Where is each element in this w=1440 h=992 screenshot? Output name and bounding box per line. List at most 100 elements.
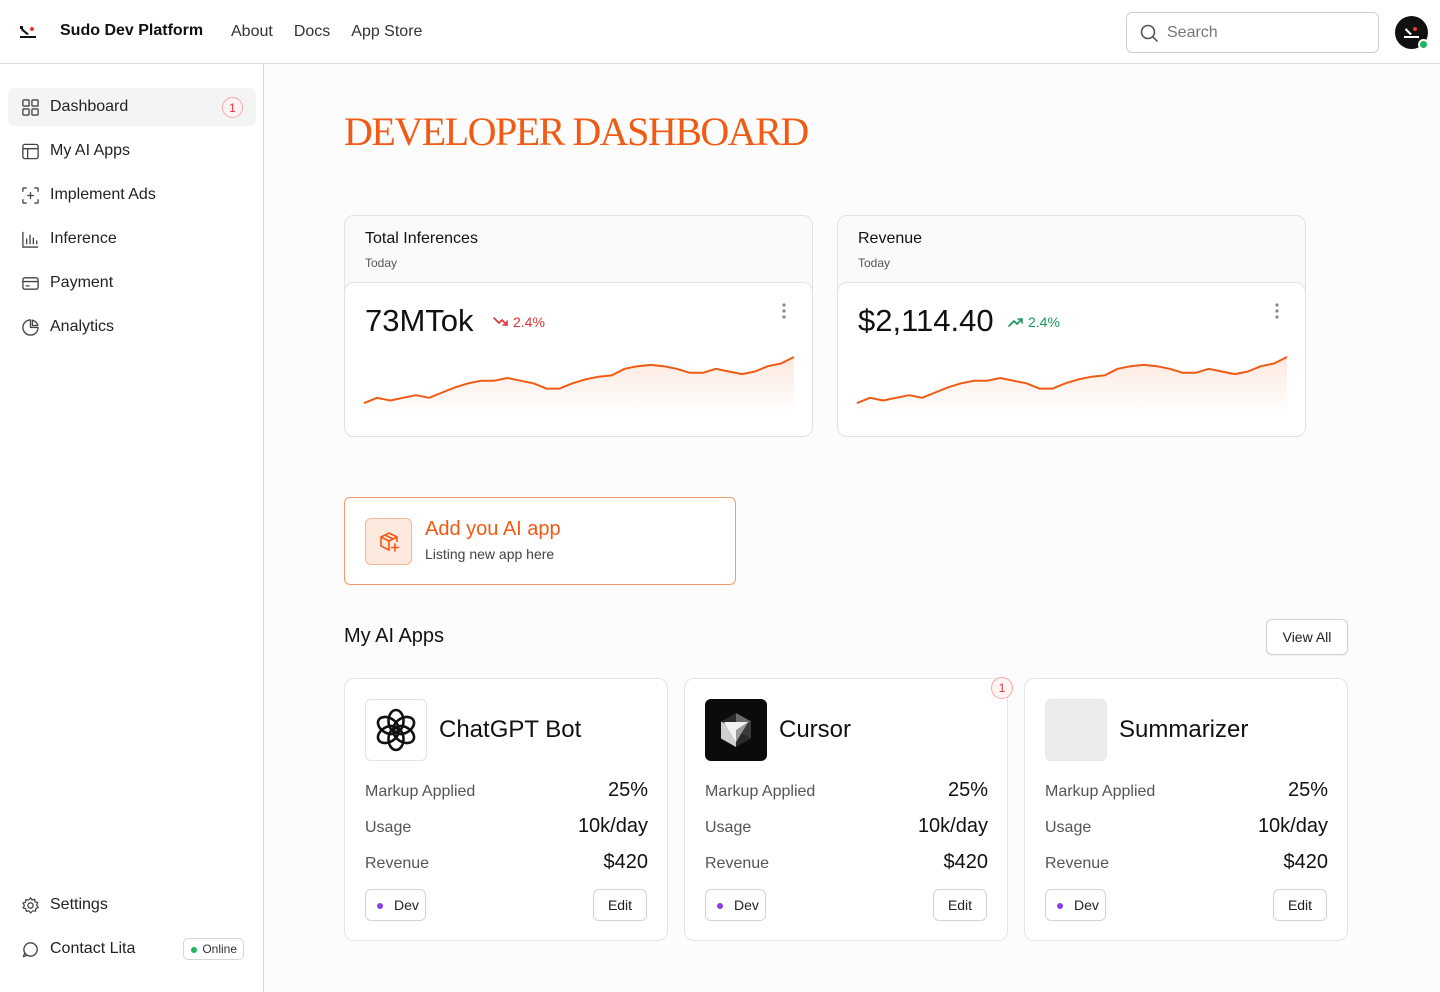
usage-label: Usage — [705, 819, 752, 836]
sidebar-item-label: Implement Ads — [50, 186, 156, 203]
edit-button[interactable]: Edit — [593, 889, 647, 921]
top-nav: About Docs App Store — [231, 23, 422, 41]
sparkline-line — [856, 356, 1288, 405]
sidebar-item-inference[interactable]: Inference — [8, 220, 256, 258]
add-app-subtitle: Listing new app here — [425, 546, 555, 562]
env-badge: Dev — [1045, 889, 1106, 921]
inferences-sparkline — [363, 356, 795, 413]
usage-row: Usage 10k/day — [705, 815, 988, 838]
sparkline-area — [857, 357, 1287, 413]
brand-name[interactable]: Sudo Dev Platform — [60, 22, 204, 39]
usage-value: 10k/day — [917, 815, 988, 837]
grid-icon — [20, 97, 40, 117]
revenue-label: Revenue — [705, 855, 770, 872]
revenue-row: Revenue $420 — [1045, 851, 1328, 874]
notification-badge: 1 — [222, 97, 243, 118]
app-card-summarizer[interactable]: Summarizer Markup Applied 25% Usage 10k/da… — [1024, 678, 1348, 941]
markup-value: 25% — [1287, 779, 1328, 801]
revenue-value: $420 — [943, 851, 989, 873]
stat-body: $2,114.40 2.4% — [837, 282, 1306, 437]
app-name: Summarizer — [1119, 716, 1249, 743]
focus-plus-icon — [20, 185, 40, 205]
pie-chart-icon — [20, 317, 40, 337]
env-badge: Dev — [365, 889, 426, 921]
app-card-cursor[interactable]: Cursor Markup Applied 25% Usage 10k/day Re… — [684, 678, 1008, 941]
avatar[interactable] — [1395, 16, 1429, 50]
trend-up-icon — [1008, 318, 1023, 327]
app-name: ChatGPT Bot — [439, 716, 582, 743]
usage-row: Usage 10k/day — [365, 815, 648, 838]
markup-row: Markup Applied 25% — [705, 779, 988, 802]
search-icon — [1140, 24, 1158, 42]
stat-value: 73MTok — [365, 303, 474, 338]
app-card-chatgpt-bot[interactable]: ChatGPT Bot Markup Applied 25% Usage 10k/d… — [344, 678, 668, 941]
online-status-dot — [1418, 39, 1429, 50]
stat-delta: 2.4% — [493, 314, 545, 330]
sparkline-line — [363, 356, 795, 405]
sidebar-item-my-ai-apps[interactable]: My AI Apps — [8, 132, 256, 170]
gear-icon — [20, 895, 40, 915]
add-app-title: Add you AI app — [425, 518, 561, 540]
sidebar-item-label: Payment — [50, 274, 114, 291]
nav-docs[interactable]: Docs — [293, 23, 331, 40]
bar-chart-icon — [20, 229, 40, 249]
sidebar-item-analytics[interactable]: Analytics — [8, 308, 256, 346]
edit-button[interactable]: Edit — [933, 889, 987, 921]
more-options-icon[interactable] — [1275, 303, 1279, 319]
add-ai-app-button[interactable]: Add you AI app Listing new app here — [344, 497, 736, 585]
revenue-row: Revenue $420 — [705, 851, 988, 874]
stat-body: 73MTok 2.4% — [344, 282, 813, 437]
trend-down-icon — [493, 317, 508, 326]
revenue-value: $420 — [603, 851, 649, 873]
usage-row: Usage 10k/day — [1045, 815, 1328, 838]
search-input[interactable] — [1167, 23, 1367, 42]
stat-delta: 2.4% — [1008, 314, 1060, 330]
sidebar-item-contact-lita[interactable]: Contact Lita Online — [8, 930, 256, 968]
stat-card-total-inferences: Total Inferences Today 73MTok 2.4% — [344, 215, 813, 437]
sidebar-item-payment[interactable]: Payment — [8, 264, 256, 302]
stat-period: Today — [858, 256, 891, 270]
stat-card-revenue: Revenue Today $2,114.40 2.4% — [837, 215, 1306, 437]
nav-app-store[interactable]: App Store — [351, 23, 423, 40]
markup-label: Markup Applied — [1045, 783, 1156, 800]
markup-value: 25% — [607, 779, 648, 801]
usage-label: Usage — [1045, 819, 1092, 836]
sidebar-item-settings[interactable]: Settings — [8, 886, 256, 924]
chat-icon — [20, 939, 40, 959]
my-ai-apps-heading: My AI Apps — [344, 625, 445, 647]
usage-label: Usage — [365, 819, 412, 836]
logo-icon[interactable] — [18, 22, 38, 42]
sidebar: Dashboard 1 My AI Apps Implement Ads Inf… — [0, 64, 264, 992]
view-all-button[interactable]: View All — [1266, 619, 1348, 655]
sidebar-item-implement-ads[interactable]: Implement Ads — [8, 176, 256, 214]
sidebar-item-label: Inference — [50, 230, 117, 247]
page-title: DEVELOPER DASHBOARD — [344, 109, 809, 154]
sparkline-area — [364, 357, 794, 413]
sidebar-item-dashboard[interactable]: Dashboard 1 — [8, 88, 256, 126]
app-name: Cursor — [779, 716, 852, 743]
cursor-logo-icon — [705, 699, 767, 761]
stat-period: Today — [365, 256, 398, 270]
nav-about[interactable]: About — [231, 23, 273, 40]
markup-row: Markup Applied 25% — [1045, 779, 1328, 802]
stat-delta-value: 2.4% — [1028, 314, 1060, 330]
usage-value: 10k/day — [577, 815, 648, 837]
edit-button[interactable]: Edit — [1273, 889, 1327, 921]
search-box[interactable] — [1126, 12, 1379, 53]
markup-row: Markup Applied 25% — [365, 779, 648, 802]
top-bar: Sudo Dev Platform About Docs App Store — [0, 0, 1440, 64]
avatar-logo-icon — [1404, 27, 1419, 38]
stat-value: $2,114.40 — [858, 303, 994, 338]
sidebar-item-label: Analytics — [50, 318, 115, 335]
sidebar-item-label: My AI Apps — [50, 142, 131, 159]
sidebar-item-label: Dashboard — [50, 98, 129, 115]
markup-value: 25% — [947, 779, 988, 801]
layout-icon — [20, 141, 40, 161]
markup-label: Markup Applied — [705, 783, 816, 800]
more-options-icon[interactable] — [782, 303, 786, 319]
markup-label: Markup Applied — [365, 783, 476, 800]
revenue-row: Revenue $420 — [365, 851, 648, 874]
usage-value: 10k/day — [1257, 815, 1328, 837]
revenue-sparkline — [856, 356, 1288, 413]
credit-card-icon — [20, 273, 40, 293]
